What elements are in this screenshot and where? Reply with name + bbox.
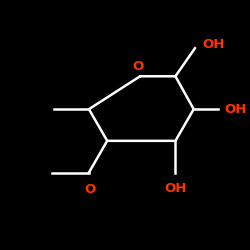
- Text: O: O: [132, 60, 143, 73]
- Text: O: O: [84, 184, 96, 196]
- Text: OH: OH: [202, 38, 224, 51]
- Text: OH: OH: [164, 182, 186, 195]
- Text: OH: OH: [224, 103, 246, 116]
